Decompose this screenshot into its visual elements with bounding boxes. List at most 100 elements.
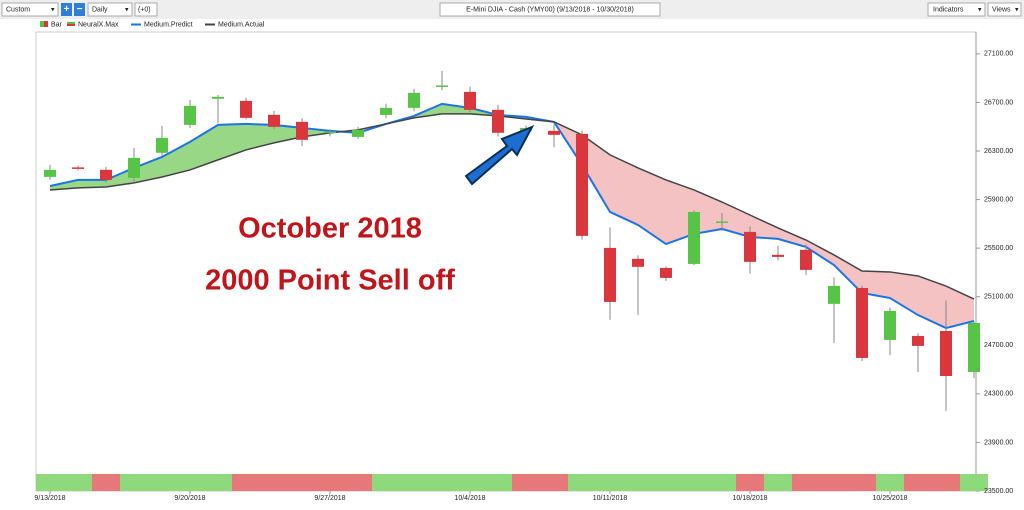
signal-cell [120, 474, 148, 491]
candle-body [72, 167, 84, 169]
signal-cell [932, 474, 960, 491]
candle-body [44, 169, 56, 177]
x-tick-label: 9/27/2018 [314, 495, 345, 502]
candle-body [688, 211, 700, 264]
y-tick-label: 26700.00 [984, 99, 1013, 106]
candle-body [380, 107, 392, 115]
candle-body [436, 85, 448, 87]
legend-label: Bar [51, 21, 63, 28]
y-tick-label: 23500.00 [984, 488, 1013, 495]
spread-fill [694, 189, 722, 234]
signal-cell [652, 474, 680, 491]
candle-body [212, 96, 224, 99]
offset-box[interactable] [134, 2, 158, 17]
spread-fill [162, 141, 190, 177]
signal-cell [540, 474, 568, 491]
spread-fill [246, 123, 274, 150]
signal-cell [624, 474, 652, 491]
candle-body [744, 231, 756, 262]
signal-cell [736, 474, 764, 491]
spread-fill [106, 167, 134, 187]
signal-cell [176, 474, 204, 491]
candle-body [408, 92, 420, 108]
candle-body [800, 249, 812, 270]
signal-cell [232, 474, 260, 491]
y-tick-label: 25500.00 [984, 245, 1013, 252]
signal-cell [848, 474, 876, 491]
dropdown-arrow: ▾ [125, 6, 129, 13]
signal-cell [64, 474, 92, 491]
signal-cell [288, 474, 316, 491]
spread-fill [134, 156, 162, 183]
x-tick-label: 10/4/2018 [454, 495, 485, 502]
candle-body [604, 247, 616, 302]
signal-cell [568, 474, 596, 491]
spread-fill [862, 270, 890, 299]
spread-fill [778, 227, 806, 247]
candle-body [464, 91, 476, 110]
annotation: 2000 Point Sell off [205, 265, 455, 297]
dropdown-arrow: ▾ [978, 6, 982, 13]
y-tick-label: 26300.00 [984, 148, 1013, 155]
y-tick-label: 25100.00 [984, 294, 1013, 301]
indicators-button[interactable] [927, 2, 986, 17]
signal-cell [904, 474, 932, 491]
views-button[interactable] [987, 2, 1022, 17]
signal-cell [92, 474, 120, 491]
annotation: October 2018 [238, 213, 422, 245]
zoom-in-label: + [64, 4, 70, 15]
candle-body [268, 114, 280, 127]
signal-cell [456, 474, 484, 491]
signal-cell [372, 474, 400, 491]
zoom-out[interactable] [74, 3, 85, 16]
signal-cell [204, 474, 232, 491]
candle-body [884, 310, 896, 340]
series-line [49, 102, 975, 330]
signal-cell [344, 474, 372, 491]
x-tick-label: 10/25/2018 [872, 495, 907, 502]
candle-body [352, 129, 364, 137]
candle-body [492, 109, 504, 133]
zoom-in[interactable] [61, 3, 72, 16]
spread-fill [890, 271, 918, 316]
spread-fill [190, 124, 218, 170]
spread-fill [722, 202, 750, 237]
y-tick-label: 24300.00 [984, 391, 1013, 398]
candle-body [548, 130, 560, 135]
x-tick-label: 10/11/2018 [593, 495, 628, 502]
pointer-arrow [464, 125, 535, 186]
x-tick-label: 9/20/2018 [174, 495, 205, 502]
candle-body [940, 330, 952, 377]
zoom-out-label: − [77, 4, 83, 15]
signal-cell [792, 474, 820, 491]
dropdown-arrow: ▾ [51, 6, 55, 13]
period-select[interactable] [87, 2, 133, 17]
signal-cell [764, 474, 792, 491]
views-label: Views [992, 6, 1011, 13]
legend-label: NeuralX.Max [78, 21, 119, 28]
candle-body [828, 285, 840, 304]
candle-body [156, 137, 168, 153]
symbol-box[interactable] [439, 2, 661, 17]
legend-label: Medium.Predict [144, 21, 193, 28]
preset-select[interactable] [1, 2, 59, 17]
spread-fill [638, 167, 666, 245]
x-tick-label: 9/13/2018 [34, 495, 65, 502]
spread-fill [806, 240, 834, 266]
y-tick-label: 24700.00 [984, 342, 1013, 349]
preset-label: Custom [6, 6, 30, 13]
candle-body [912, 335, 924, 346]
signal-cell [428, 474, 456, 491]
indicators-label: Indicators [933, 6, 964, 13]
signal-cell [960, 474, 988, 491]
signal-cell [484, 474, 512, 491]
signal-cell [596, 474, 624, 491]
signal-cell [400, 474, 428, 491]
spread-fill [666, 179, 694, 245]
candle-body [660, 267, 672, 278]
signal-cell [680, 474, 708, 491]
candle-body [856, 287, 868, 358]
spread-fill [582, 134, 610, 212]
legend-swatch [44, 21, 48, 27]
spread-fill [442, 103, 470, 114]
